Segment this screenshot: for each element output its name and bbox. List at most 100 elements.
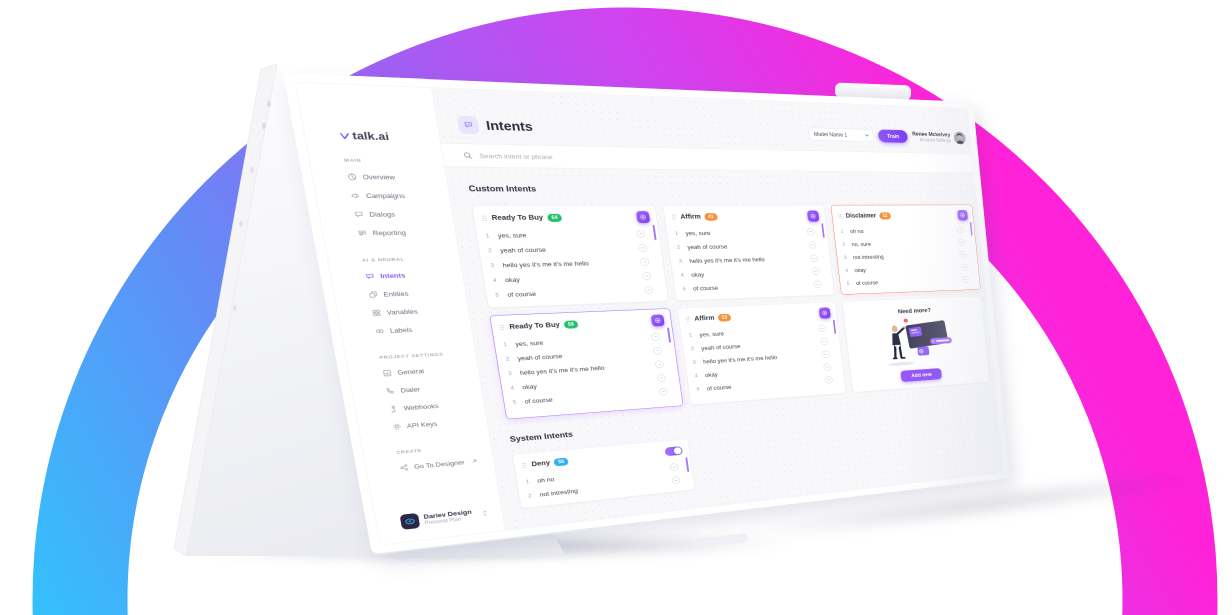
scrollbar-thumb[interactable] [970,222,973,236]
remove-phrase-button[interactable] [811,268,819,275]
intent-toggle[interactable] [665,446,684,456]
remove-phrase-button[interactable] [642,272,651,280]
scrollbar-thumb[interactable] [821,223,824,237]
phrase-number: 3 [693,359,704,365]
page-title: Intents [485,118,534,134]
remove-phrase-button[interactable] [636,230,645,238]
sidebar-item-label: Variables [386,308,418,317]
sidebar-item-labels[interactable]: Labels [373,318,472,340]
sidebar-item-label: Go To Designer [413,459,464,471]
train-button[interactable]: Train [878,129,909,142]
phrase-count-badge: 56 [554,457,569,466]
drag-handle-icon[interactable] [671,214,678,220]
model-select[interactable]: Model Name 1 [808,127,874,142]
nav-section-label: MAIN [344,158,444,165]
remove-phrase-button[interactable] [659,388,668,396]
sidebar-item-campaigns[interactable]: Campaigns [349,186,451,205]
phrase-list: 1 yes, sure 2 yeah of course 3 hello yes it's… [672,225,827,296]
remove-phrase-button[interactable] [810,254,818,261]
remove-phrase-button[interactable] [822,350,830,357]
scrollbar-thumb[interactable] [685,457,689,472]
intent-card-deny: Deny 56 1 oh no 2 not intresting [512,439,695,509]
remove-phrase-button[interactable] [655,360,664,368]
remove-phrase-button[interactable] [823,363,831,370]
sidebar-item-label: API Keys [406,420,438,429]
user-subtitle: Account Settings [913,137,952,143]
remove-phrase-button[interactable] [808,241,816,248]
sidebar-item-overview[interactable]: Overview [345,167,447,186]
drag-handle-icon[interactable] [685,316,691,322]
intent-title: Ready To Buy [509,321,561,331]
add-phrase-button[interactable] [651,314,665,326]
phrase-text: yeah of course [687,242,809,251]
remove-phrase-button[interactable] [644,286,653,294]
remove-phrase-button[interactable] [657,374,666,382]
remove-phrase-button[interactable] [651,333,660,341]
dialogs-icon [353,210,365,219]
need-more-panel: Need more? [842,296,990,393]
phrase-number: 3 [679,258,690,264]
intent-card: Affirm 41 1 yes, sure 2 yeah of course 3 hell… [663,205,834,301]
remove-phrase-button[interactable] [813,281,821,288]
remove-phrase-button[interactable] [957,226,964,233]
sidebar-item-label: Dialer [400,386,421,394]
avatar[interactable] [953,132,966,145]
remove-phrase-button[interactable] [672,476,681,484]
sidebar-item-label: General [397,367,425,376]
sidebar-item-label: Entities [383,290,409,298]
add-new-button[interactable]: Add new [900,368,942,382]
phrase-number: 1 [689,332,700,338]
phrase-number: 1 [525,478,537,485]
general-icon [382,369,393,378]
phrase-number: 4 [493,277,506,283]
remove-phrase-button[interactable] [638,244,647,252]
remove-phrase-button[interactable] [961,264,968,271]
app-window: talk.ai MAIN Overview Campaigns Dialogs [295,82,1004,545]
scrollbar-thumb[interactable] [653,225,657,240]
remove-phrase-button[interactable] [653,347,662,355]
add-phrase-icon [960,212,966,218]
intent-title: Disclaimer [845,212,876,219]
remove-phrase-button[interactable] [818,325,826,332]
drag-handle-icon[interactable] [837,213,843,219]
add-phrase-button[interactable] [807,211,820,222]
phrase-text: okay [854,264,961,273]
remove-phrase-button[interactable] [670,463,679,471]
intents-header-icon [457,116,480,134]
remove-phrase-button[interactable] [958,239,965,246]
phrase-number: 5 [513,399,526,405]
scrollbar-thumb[interactable] [833,320,836,334]
remove-phrase-button[interactable] [820,338,828,345]
sidebar-item-dialogs[interactable]: Dialogs [352,205,454,224]
phrase-count-badge: 13 [718,314,732,322]
add-phrase-icon [654,317,662,324]
phrase-text: yes, sure [685,229,807,237]
drag-handle-icon[interactable] [498,324,505,330]
remove-phrase-button[interactable] [962,276,969,283]
intent-card: Affirm 13 1 yes, sure 2 yeah of course 3 hell… [677,302,846,405]
phrase-list: 1 yes, sure 2 yeah of course 3 hello yes it's… [686,322,838,397]
page: talk.ai MAIN Overview Campaigns Dialogs [0,0,1232,615]
workspace-switcher[interactable]: Dariev Design Presonal Plan [400,504,503,530]
scrollbar-thumb[interactable] [667,328,671,343]
nav-section-label: AI & NEURAL [362,256,460,263]
add-phrase-button[interactable] [818,307,830,318]
sidebar-item-reporting[interactable]: Reporting [356,223,457,242]
remove-phrase-button[interactable] [959,251,966,258]
sort-chevrons-icon [482,510,488,517]
external-link-icon [472,459,478,464]
add-phrase-button[interactable] [636,211,650,223]
remove-phrase-button[interactable] [640,258,649,266]
logo-mark-icon [339,132,351,140]
account-settings[interactable]: Renee Mckelvey Account Settings [912,130,966,144]
remove-phrase-button[interactable] [825,376,833,384]
remove-phrase-button[interactable] [807,228,815,235]
phrase-list: 1 yes, sure 2 yeah of course 3 hello yes it's… [500,330,675,410]
add-phrase-button[interactable] [957,210,968,221]
drag-handle-icon[interactable] [480,215,488,221]
search-input[interactable] [478,151,687,162]
intent-card: Ready To Buy 64 1 yes, sure 2 yeah of cours… [471,205,668,308]
drag-handle-icon[interactable] [521,462,528,468]
sidebar-item-go-to-designer[interactable]: Go To Designer [398,451,495,477]
phrase-text: not intresting [853,252,960,261]
